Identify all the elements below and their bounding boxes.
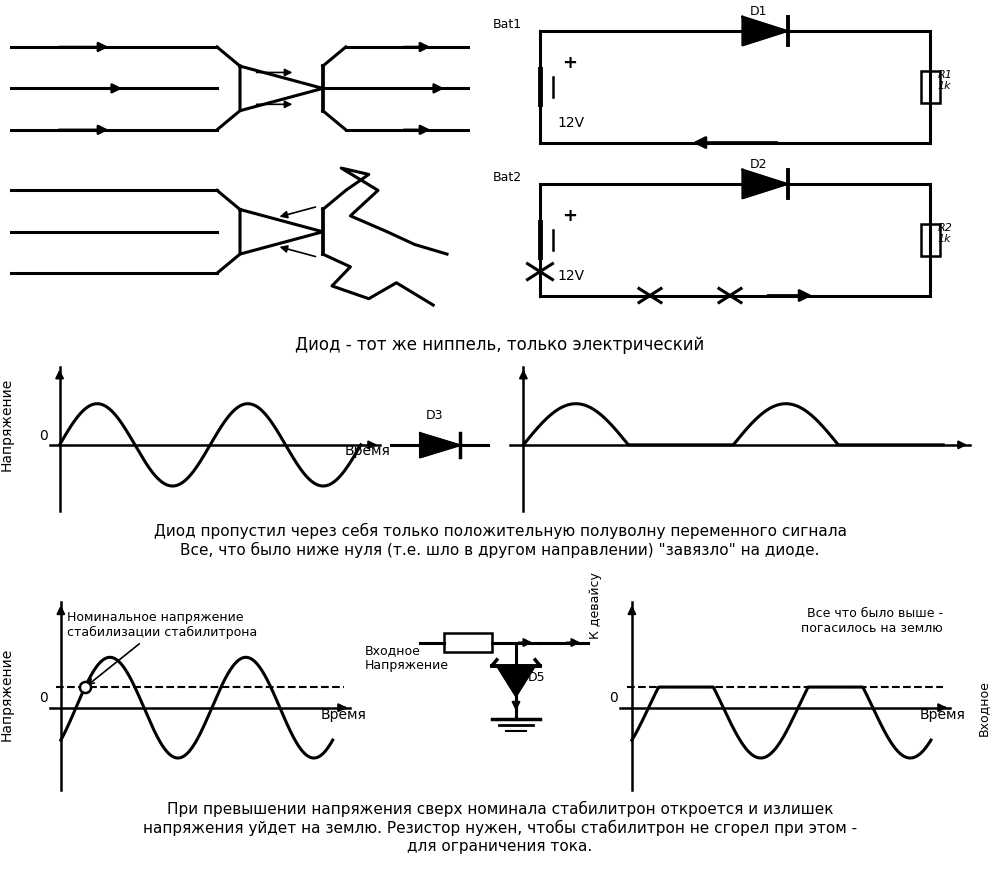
Text: 12V: 12V (558, 115, 585, 129)
Text: Напряжение: Напряжение (0, 378, 14, 471)
Text: Bat2: Bat2 (492, 171, 522, 184)
Bar (920, 223, 940, 256)
Text: Все что было выше -
погасилось на землю: Все что было выше - погасилось на землю (801, 607, 943, 635)
Text: D5: D5 (528, 671, 546, 684)
Text: D2: D2 (750, 158, 768, 171)
Text: Диод - тот же ниппель, только электрический: Диод - тот же ниппель, только электричес… (295, 336, 705, 354)
Bar (920, 71, 940, 103)
Text: К девайсу: К девайсу (589, 572, 602, 639)
Polygon shape (240, 210, 323, 254)
Text: Bat1: Bat1 (492, 18, 522, 31)
Text: Номинальное напряжение
стабилизации стабилитрона: Номинальное напряжение стабилизации стаб… (67, 611, 258, 684)
Polygon shape (420, 433, 460, 457)
Polygon shape (742, 17, 788, 45)
Text: Время: Время (321, 708, 366, 722)
Polygon shape (240, 66, 323, 111)
Text: R1
1k: R1 1k (938, 70, 952, 91)
Text: 0: 0 (39, 429, 48, 443)
Text: Входное
Напряжение: Входное Напряжение (365, 644, 449, 672)
Text: Напряжение: Напряжение (0, 647, 14, 740)
Text: Время: Время (345, 444, 391, 458)
Text: D1: D1 (750, 5, 768, 18)
Text: 0: 0 (39, 691, 48, 705)
Text: 12V: 12V (558, 269, 585, 283)
Text: Входное: Входное (977, 680, 990, 736)
Polygon shape (742, 169, 788, 198)
Text: +: + (562, 53, 578, 72)
Text: +: + (562, 207, 578, 224)
Text: Время: Время (920, 708, 966, 722)
Text: D3: D3 (426, 409, 444, 422)
Text: 0: 0 (609, 691, 618, 705)
Polygon shape (497, 665, 535, 697)
Text: При превышении напряжения сверх номинала стабилитрон откроется и излишек
напряже: При превышении напряжения сверх номинала… (143, 801, 857, 854)
Text: Диод пропустил через себя только положительную полуволну переменного сигнала
Все: Диод пропустил через себя только положит… (154, 523, 846, 558)
Text: R2
1k: R2 1k (938, 223, 952, 244)
Bar (444, 633, 492, 652)
